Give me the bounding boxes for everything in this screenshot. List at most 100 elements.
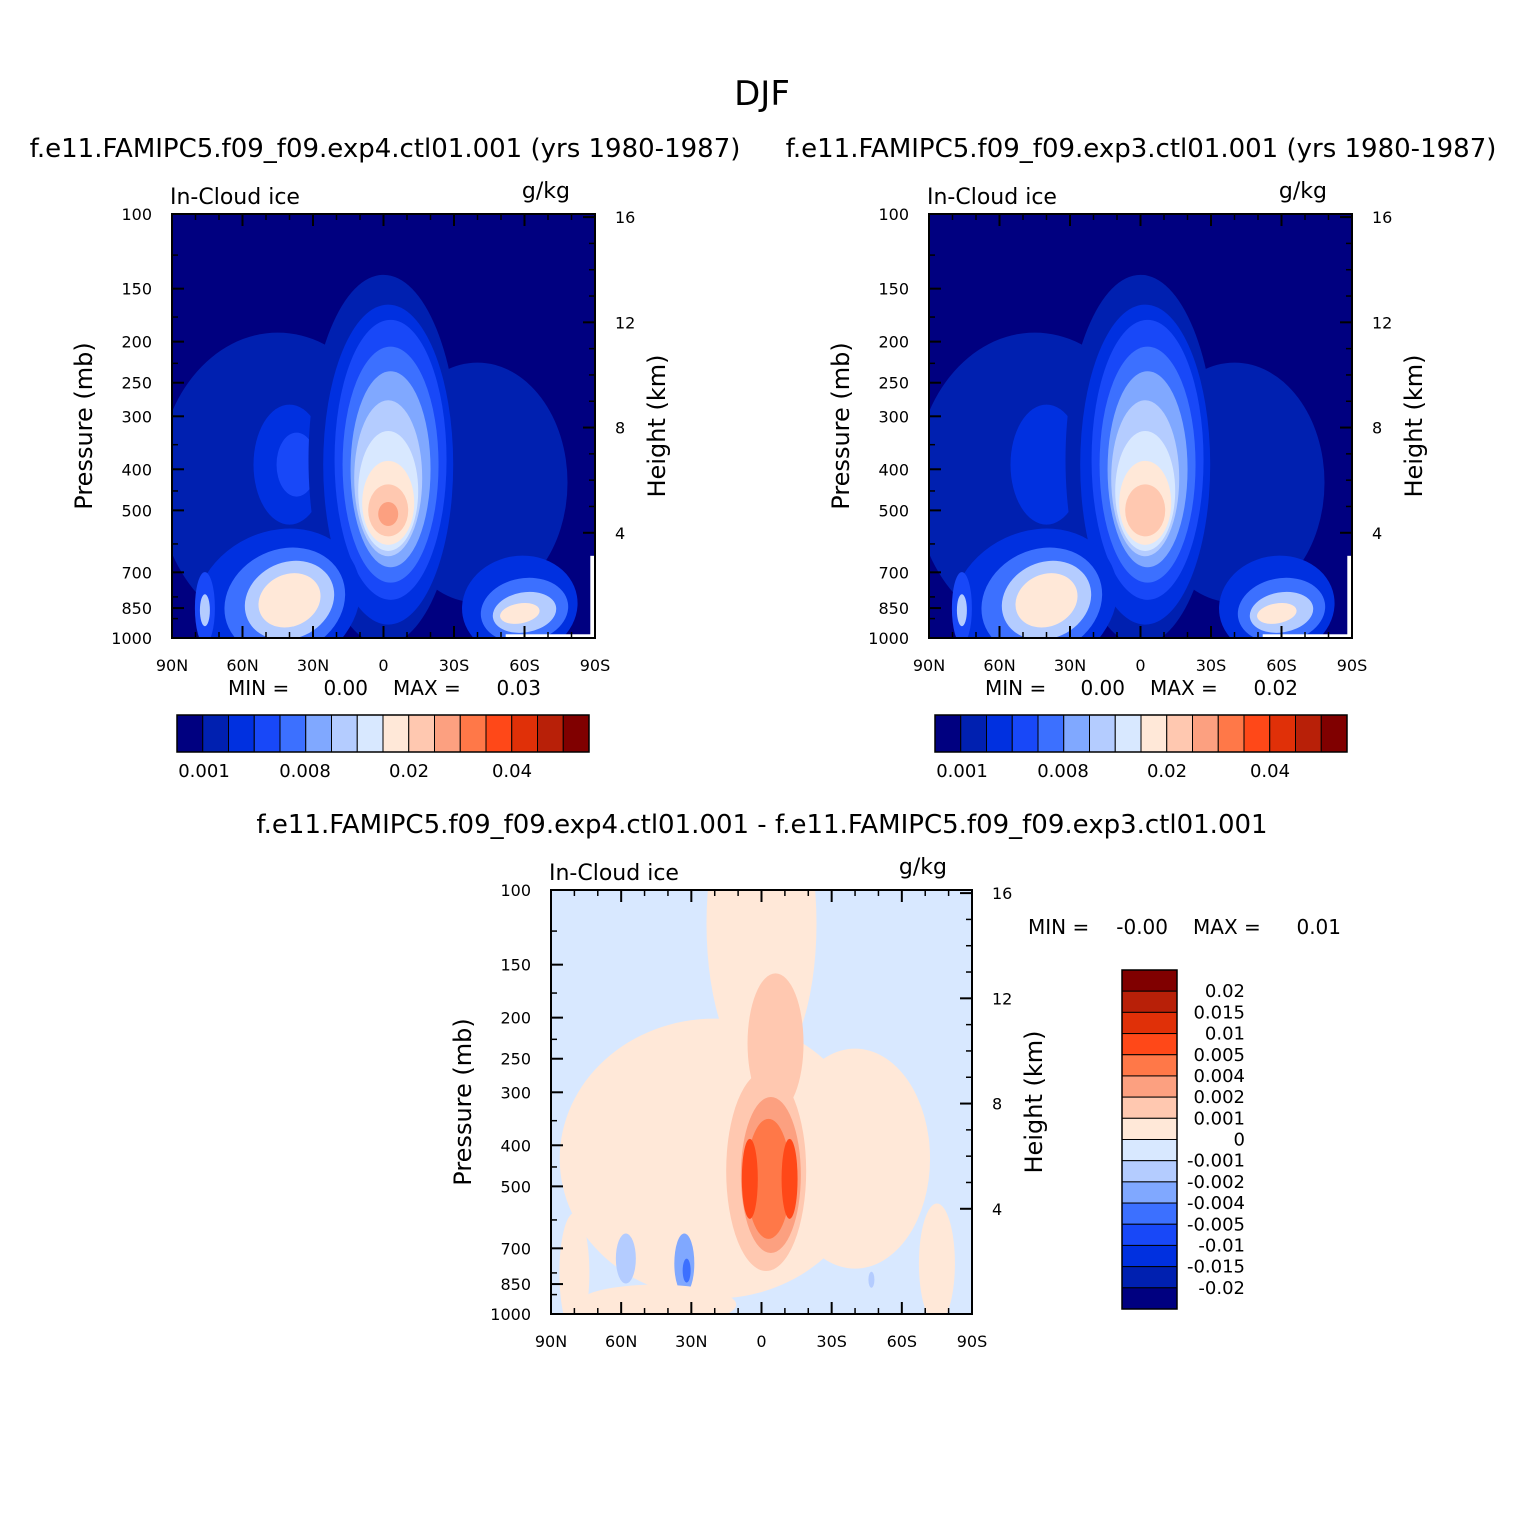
field-label: In-Cloud ice (549, 861, 679, 886)
missing-data-edge (1347, 555, 1352, 638)
panels: f.e11.FAMIPC5.f09_f09.exp4.ctl01.001 (yr… (30, 134, 1497, 1351)
colorbar-swatch (459, 714, 487, 753)
colorbar-swatch (1320, 714, 1348, 753)
colorbar-swatch (485, 714, 513, 753)
colorbar-swatch (382, 714, 410, 753)
x-tick-label: 30S (816, 1332, 847, 1351)
height-tick-label: 16 (1372, 208, 1392, 227)
height-tick-label: 12 (1372, 313, 1392, 332)
x-tick-label: 90N (913, 656, 945, 675)
x-tick-label: 30N (297, 656, 329, 675)
colorbar-label: 0.001 (178, 761, 230, 782)
colorbar-frame (934, 714, 1348, 753)
colorbar-swatch (1121, 1287, 1178, 1310)
colorbar-swatch (1121, 1266, 1178, 1289)
height-tick-label: 8 (1372, 419, 1382, 438)
y-tick-label: 850 (878, 599, 909, 618)
nh-mid-contour (1010, 404, 1083, 525)
colorbar-swatch (1121, 1244, 1178, 1268)
height-tick-label: 12 (992, 989, 1012, 1008)
x-tick-label: 30N (675, 1332, 707, 1351)
colorbar-swatch (1114, 714, 1142, 753)
positive-contour (741, 1138, 758, 1219)
height-tick-label: 8 (615, 419, 625, 438)
colorbar-label: 0.002 (1193, 1087, 1245, 1108)
y-tick-label: 200 (500, 1009, 531, 1028)
y-tick-label: 1000 (111, 629, 152, 648)
x-tick-label: 30N (1054, 656, 1086, 675)
chart-panel-3: f.e11.FAMIPC5.f09_f09.exp4.ctl01.001 - f… (256, 810, 1341, 1351)
positive-contour (780, 1048, 931, 1269)
x-tick-label: 60S (1266, 656, 1297, 675)
colorbar-swatch (279, 714, 307, 753)
y-tick-label: 300 (878, 407, 909, 426)
x-tick-label: 60N (226, 656, 258, 675)
positive-contour (781, 1138, 798, 1219)
field-label: In-Cloud ice (170, 185, 300, 210)
colorbar-label: -0.002 (1187, 1172, 1245, 1193)
colorbar-swatch (1243, 714, 1271, 753)
max-label: MAX = (1193, 915, 1261, 939)
x-tick-label: 90S (1337, 656, 1368, 675)
height-tick-label: 4 (1372, 524, 1382, 543)
figure-title: DJF (734, 74, 790, 114)
colorbar-label: 0.02 (1205, 981, 1245, 1002)
y-axis-right-label: Height (km) (1020, 1031, 1048, 1174)
colorbar-swatch (1295, 714, 1322, 753)
y-tick-label: 100 (500, 881, 531, 900)
height-tick-label: 4 (615, 524, 625, 543)
missing-data-edge (590, 555, 595, 638)
y-tick-label: 250 (500, 1050, 531, 1069)
max-label: MAX = (393, 676, 461, 700)
panel-title: f.e11.FAMIPC5.f09_f09.exp4.ctl01.001 (yr… (30, 134, 741, 164)
colorbar-swatch (1140, 714, 1168, 753)
x-tick-label: 90S (957, 1332, 988, 1351)
colorbar-swatch (253, 714, 281, 753)
x-tick-label: 60N (983, 656, 1015, 675)
colorbar: 0.020.0150.010.0050.0040.0020.0010-0.001… (1121, 969, 1245, 1310)
colorbar-swatch (1121, 1075, 1178, 1098)
y-tick-label: 500 (500, 1177, 531, 1196)
colorbar-swatch (331, 714, 358, 753)
height-tick-label: 16 (992, 884, 1012, 903)
colorbar-label: 0.005 (1193, 1045, 1245, 1066)
max-value: 0.01 (1296, 915, 1341, 939)
x-tick-label: 90N (156, 656, 188, 675)
colorbar-label: 0.008 (1037, 761, 1089, 782)
colorbar-swatch (1121, 1181, 1178, 1204)
y-axis-label: Pressure (mb) (449, 1018, 477, 1185)
x-tick-label: 0 (756, 1332, 766, 1351)
colorbar-label: -0.004 (1187, 1193, 1245, 1214)
x-tick-label: 60N (605, 1332, 637, 1351)
y-tick-label: 1000 (490, 1305, 531, 1324)
plot-area (172, 214, 595, 638)
y-tick-label: 300 (121, 407, 152, 426)
y-tick-label: 400 (121, 460, 152, 479)
y-tick-label: 700 (121, 563, 152, 582)
x-tick-label: 0 (378, 656, 388, 675)
max-label: MAX = (1150, 676, 1218, 700)
y-axis-label: Pressure (mb) (70, 342, 98, 509)
colorbar-label: 0.02 (389, 761, 429, 782)
colorbar-swatch (1269, 714, 1296, 753)
polar-nh-core-contour (199, 594, 210, 627)
positive-contour (918, 1203, 955, 1314)
colorbar-label: -0.01 (1198, 1235, 1245, 1256)
colorbar-label: 0.001 (936, 761, 988, 782)
x-tick-label: 90S (580, 656, 611, 675)
polar-nh-core-contour (956, 594, 967, 627)
panel-title: f.e11.FAMIPC5.f09_f09.exp4.ctl01.001 - f… (256, 810, 1267, 840)
colorbar-swatch (1121, 1033, 1178, 1056)
missing-data-region (505, 634, 595, 638)
height-tick-label: 8 (992, 1095, 1002, 1114)
x-tick-label: 60S (887, 1332, 918, 1351)
colorbar-swatch (1166, 714, 1193, 753)
colorbar-label: 0.004 (1193, 1066, 1245, 1087)
colorbar-swatch (537, 714, 564, 753)
field-label: In-Cloud ice (927, 185, 1057, 210)
x-tick-label: 0 (1135, 656, 1145, 675)
height-tick-label: 16 (615, 208, 635, 227)
colorbar-swatch (434, 714, 461, 753)
max-value: 0.03 (496, 676, 541, 700)
